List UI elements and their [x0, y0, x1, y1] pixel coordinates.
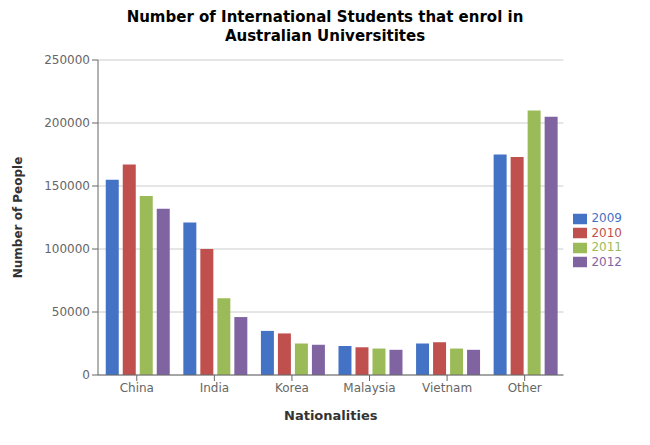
svg-text:Vietnam: Vietnam [422, 381, 472, 395]
svg-text:Number of People: Number of People [11, 157, 25, 279]
svg-text:Other: Other [508, 381, 542, 395]
svg-text:Korea: Korea [275, 381, 309, 395]
html-text:2012: 2012 [591, 254, 622, 269]
html-text:2010: 2010 [591, 225, 622, 240]
svg-text:250000: 250000 [44, 53, 90, 67]
svg-text:200000: 200000 [44, 116, 90, 130]
html-text:2009: 2009 [591, 211, 622, 225]
svg-text:China: China [120, 381, 154, 395]
html-text:2011: 2011 [591, 240, 622, 254]
svg-text:0: 0 [82, 368, 90, 382]
svg-text:Malaysia: Malaysia [343, 381, 395, 395]
svg-text:Nationalities: Nationalities [284, 408, 378, 423]
svg-text:150000: 150000 [44, 179, 90, 193]
html-text:Australian Universitites: Australian Universitites [224, 27, 426, 45]
html-text:Number of International Studen: Number of International Students that en… [126, 8, 524, 26]
svg-text:India: India [200, 381, 229, 395]
svg-text:50000: 50000 [52, 305, 90, 319]
svg-text:100000: 100000 [44, 242, 90, 256]
